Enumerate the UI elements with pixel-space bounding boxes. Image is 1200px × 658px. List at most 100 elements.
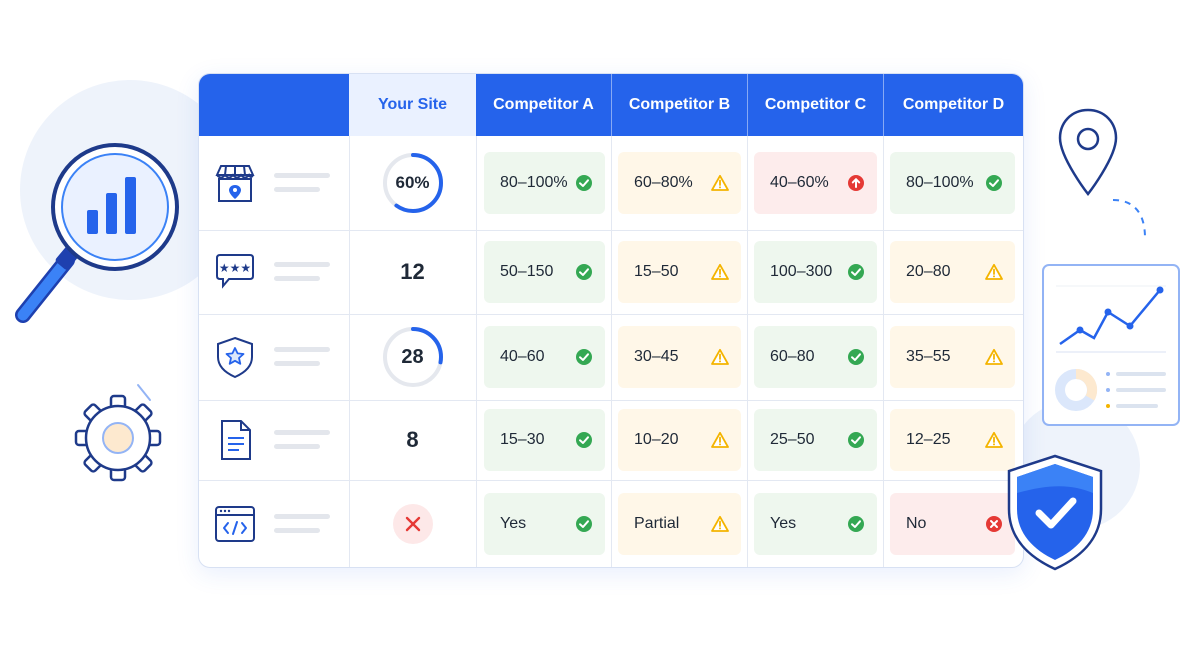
svg-text:★★★: ★★★ (219, 261, 251, 275)
header-separator (611, 74, 612, 136)
warning-icon (985, 263, 1003, 281)
competitor-b-cell: 10–20 (618, 409, 741, 471)
check-icon (985, 174, 1003, 192)
column-separator (747, 136, 748, 567)
your-site-cell (349, 480, 476, 567)
column-separator (349, 136, 350, 567)
progress-ring-fill (382, 153, 443, 213)
cell-value: No (906, 515, 927, 532)
competitor-b-cell: 60–80% (618, 152, 741, 214)
label-placeholder-bar (274, 528, 320, 533)
competitor-a-cell: 50–150 (484, 241, 605, 303)
warning-icon (711, 348, 729, 366)
check-icon (575, 263, 593, 281)
storefront-location-icon (213, 161, 257, 205)
table-row: 60% 80–100% 60–80% 40–60% 80–100% (199, 136, 1023, 230)
code-window-icon (213, 502, 257, 546)
row-separator (199, 230, 1023, 231)
progress-ring: 28 (382, 326, 444, 388)
cell-value: 40–60 (500, 348, 545, 365)
your-site-value: 12 (400, 259, 425, 284)
competitor-d-cell: 35–55 (890, 326, 1015, 388)
warning-icon (711, 431, 729, 449)
competitor-c-cell: 60–80 (754, 326, 877, 388)
competitor-a-cell: 15–30 (484, 409, 605, 471)
table-row: 8 15–30 10–20 25–50 12–25 (199, 400, 1023, 480)
rating-stars-chat-icon: ★★★ (213, 250, 257, 294)
cell-value: 60–80% (634, 174, 693, 191)
competitor-d-cell: No (890, 493, 1015, 555)
header-your-site: Your Site (349, 74, 476, 136)
competitor-d-cell: 12–25 (890, 409, 1015, 471)
competitor-c-cell: Yes (754, 493, 877, 555)
label-placeholder-bar (274, 444, 320, 449)
cross-icon (985, 515, 1003, 533)
competitor-a-cell: 40–60 (484, 326, 605, 388)
competitor-d-cell: 80–100% (890, 152, 1015, 214)
header-competitor-a: Competitor A (493, 96, 594, 113)
competitor-c-cell: 25–50 (754, 409, 877, 471)
check-icon (847, 431, 865, 449)
document-icon (213, 418, 257, 462)
your-site-value: 28 (401, 345, 424, 368)
label-placeholder-bar (274, 347, 330, 352)
progress-ring: 60% (382, 152, 444, 214)
label-placeholder-bar (274, 430, 330, 435)
cell-value: Yes (770, 515, 797, 532)
cell-value: 15–50 (634, 263, 679, 280)
competitor-b-cell: Partial (618, 493, 741, 555)
check-icon (847, 263, 865, 281)
table-row: ★★★ 12 50–150 15–50 100–300 20–80 (199, 230, 1023, 314)
cell-value: 100–300 (770, 263, 833, 280)
cell-value: 30–45 (634, 348, 679, 365)
cell-value: 25–50 (770, 431, 815, 448)
check-icon (847, 515, 865, 533)
check-icon (575, 431, 593, 449)
warning-icon (711, 263, 729, 281)
row-separator (199, 400, 1023, 401)
label-placeholder-bar (274, 514, 330, 519)
check-icon (575, 174, 593, 192)
competitor-a-cell: 80–100% (484, 152, 605, 214)
your-site-value: 8 (406, 427, 419, 452)
analytics-panel-icon (1042, 264, 1182, 427)
cell-value: 12–25 (906, 431, 951, 448)
comparison-table: Your Site Competitor A Competitor B Comp… (198, 73, 1024, 568)
table-row: Yes Partial Yes No (199, 480, 1023, 567)
check-icon (575, 515, 593, 533)
warning-icon (711, 515, 729, 533)
column-separator (883, 136, 884, 567)
cell-value: 50–150 (500, 263, 554, 280)
competitor-b-cell: 15–50 (618, 241, 741, 303)
progress-ring-fill (382, 327, 443, 387)
row-separator (199, 314, 1023, 315)
cross-icon (392, 503, 433, 544)
label-placeholder-bar (274, 262, 330, 267)
check-icon (847, 348, 865, 366)
label-placeholder-bar (274, 276, 320, 281)
warning-icon (985, 348, 1003, 366)
warning-icon (985, 431, 1003, 449)
shield-check-icon (1003, 453, 1107, 573)
cell-value: Yes (500, 515, 527, 532)
your-site-cell: 28 (349, 314, 476, 400)
cell-value: 80–100% (906, 174, 974, 191)
label-placeholder-bar (274, 187, 320, 192)
competitor-c-cell: 100–300 (754, 241, 877, 303)
row-separator (199, 480, 1023, 481)
table-row: 28 40–60 30–45 60–80 35–55 (199, 314, 1023, 400)
competitor-a-cell: Yes (484, 493, 605, 555)
competitor-b-cell: 30–45 (618, 326, 741, 388)
cell-value: 60–80 (770, 348, 815, 365)
header-competitor-b: Competitor B (628, 96, 731, 113)
cell-value: 15–30 (500, 431, 545, 448)
cell-value: 40–60% (770, 174, 829, 191)
your-site-cell: 8 (349, 400, 476, 480)
header-empty-cell (199, 74, 349, 136)
header-competitor-d: Competitor D (902, 96, 1005, 113)
header-separator (883, 74, 884, 136)
check-icon (575, 348, 593, 366)
column-separator (611, 136, 612, 567)
your-site-value: 60% (395, 173, 430, 192)
cell-value: 10–20 (634, 431, 679, 448)
